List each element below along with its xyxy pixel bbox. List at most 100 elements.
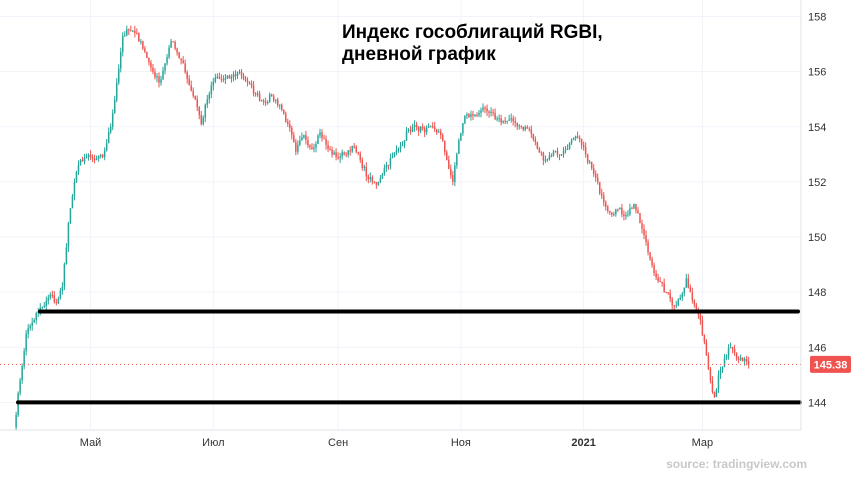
candle-body bbox=[625, 215, 627, 217]
candle-body bbox=[128, 29, 130, 31]
candle-body bbox=[711, 380, 714, 393]
candle-body bbox=[363, 166, 366, 168]
candle-body bbox=[733, 349, 736, 353]
candle-body bbox=[623, 214, 625, 217]
candle-body bbox=[452, 175, 454, 182]
candle-body bbox=[719, 369, 722, 375]
candle-body bbox=[588, 162, 591, 164]
candle-body bbox=[442, 135, 444, 141]
chart-title-line-1: Индекс гособлигаций RGBI, bbox=[342, 22, 603, 43]
candle-body bbox=[313, 147, 315, 149]
candle-body bbox=[677, 299, 679, 306]
candle-body bbox=[631, 208, 633, 210]
candle-body bbox=[115, 82, 118, 100]
candle-body bbox=[429, 126, 432, 128]
candle-body bbox=[333, 152, 335, 155]
candle-body bbox=[101, 154, 104, 158]
candle-body bbox=[236, 72, 239, 77]
candle-body bbox=[669, 292, 671, 300]
candle-body bbox=[21, 366, 23, 381]
candle-body bbox=[67, 223, 70, 248]
candle-body bbox=[325, 138, 327, 145]
candle-body bbox=[188, 79, 190, 86]
candle-body bbox=[615, 209, 617, 215]
candle-body bbox=[252, 85, 255, 94]
candle-body bbox=[466, 114, 468, 116]
candle-body bbox=[705, 341, 708, 356]
candle-body bbox=[61, 286, 64, 291]
candle-body bbox=[254, 93, 257, 95]
candle-body bbox=[586, 154, 589, 163]
candle-body bbox=[377, 182, 380, 185]
candle-body bbox=[596, 177, 599, 182]
candle-body bbox=[146, 51, 148, 58]
candle-body bbox=[216, 76, 219, 78]
candle-body bbox=[43, 305, 46, 308]
candle-body bbox=[490, 111, 492, 114]
candle-body bbox=[319, 132, 321, 136]
candle-body bbox=[202, 117, 205, 125]
candle-body bbox=[709, 368, 712, 381]
candle-body bbox=[603, 195, 605, 203]
candle-body bbox=[683, 287, 686, 294]
candle-body bbox=[554, 150, 557, 152]
candle-body bbox=[206, 99, 209, 105]
candle-body bbox=[270, 94, 273, 97]
candle-body bbox=[518, 125, 520, 127]
candle-body bbox=[335, 152, 337, 158]
candle-body bbox=[500, 118, 502, 123]
candle-body bbox=[132, 30, 134, 32]
candle-body bbox=[307, 140, 309, 146]
candle-body bbox=[103, 150, 106, 158]
candle-body bbox=[516, 122, 518, 127]
candle-body bbox=[31, 322, 33, 326]
candle-body bbox=[148, 57, 150, 63]
candle-body bbox=[303, 135, 305, 138]
y-tick-label: 148 bbox=[808, 287, 826, 299]
candle-body bbox=[341, 152, 343, 157]
candle-body bbox=[383, 168, 386, 175]
candle-body bbox=[385, 164, 388, 169]
candle-body bbox=[305, 135, 307, 141]
candle-body bbox=[725, 356, 728, 359]
candle-body bbox=[184, 63, 186, 73]
candle-body bbox=[89, 154, 92, 158]
candle-body bbox=[268, 94, 271, 103]
candle-body bbox=[598, 181, 601, 194]
candle-body bbox=[689, 287, 692, 293]
candle-body bbox=[242, 75, 245, 79]
candle-body bbox=[699, 314, 702, 321]
candle-body bbox=[496, 118, 498, 120]
candle-body bbox=[248, 82, 251, 84]
candle-body bbox=[542, 152, 545, 161]
y-tick-label: 152 bbox=[808, 177, 826, 189]
candle-body bbox=[353, 146, 355, 148]
y-tick-label: 146 bbox=[808, 342, 826, 354]
candle-body bbox=[691, 292, 694, 301]
candle-body bbox=[633, 203, 635, 209]
candle-body bbox=[570, 140, 573, 144]
candle-body bbox=[397, 148, 400, 151]
candle-body bbox=[611, 212, 613, 215]
candle-body bbox=[580, 139, 583, 145]
candle-body bbox=[574, 136, 577, 139]
candle-body bbox=[168, 47, 170, 58]
candle-body bbox=[164, 63, 166, 71]
candle-body bbox=[637, 210, 639, 213]
candle-body bbox=[460, 133, 462, 141]
candle-body bbox=[365, 166, 368, 177]
candle-body bbox=[53, 295, 56, 303]
candle-body bbox=[150, 62, 152, 68]
grid-lines bbox=[0, 0, 801, 430]
candle-body bbox=[498, 118, 500, 120]
candle-body bbox=[659, 281, 661, 283]
candle-body bbox=[158, 76, 160, 83]
candle-body bbox=[156, 76, 158, 78]
candle-body bbox=[228, 75, 231, 79]
candle-body bbox=[117, 68, 120, 83]
candle-body bbox=[594, 173, 597, 178]
candle-body bbox=[41, 307, 44, 309]
x-tick-label: Мар bbox=[692, 437, 714, 449]
candle-body bbox=[653, 265, 655, 274]
candle-body bbox=[655, 273, 657, 278]
